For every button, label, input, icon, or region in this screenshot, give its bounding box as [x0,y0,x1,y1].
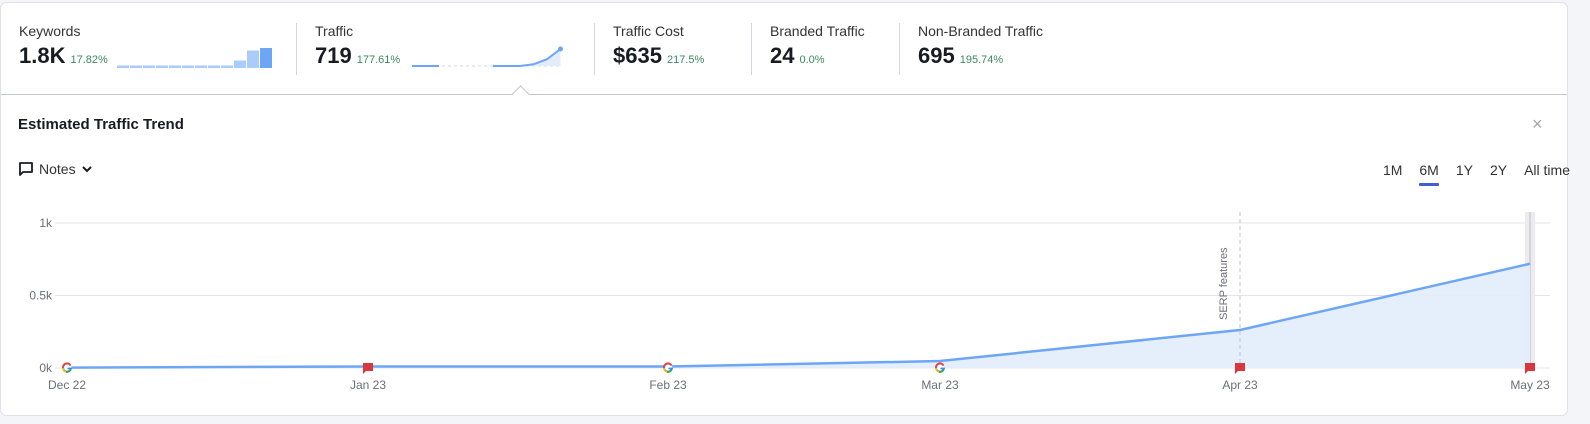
metric-label: Keywords [19,23,81,39]
sparkline-bar [142,65,155,68]
sparkline-bar [129,65,142,68]
y-tick-label: 0k [39,361,53,375]
x-tick-label: Apr 23 [1222,378,1258,392]
traffic-area [67,263,1530,368]
comment-icon [19,162,33,176]
metric-value: 24 [770,43,795,68]
metric-label: Non-Branded Traffic [918,23,1044,39]
sparkline-bar [246,50,259,68]
google-icon[interactable] [663,362,674,373]
close-icon[interactable]: × [1532,114,1543,134]
traffic-trend-chart: 0k 0.5k 1k SERP features Dec 22 Jan 23 Feb 23 M… [29,212,1550,392]
metric-branded-traffic[interactable]: Branded Traffic 24 0.0% [752,23,900,75]
sparkline [412,46,564,67]
y-tick-label: 0.5k [29,289,53,303]
sparkline-bar [194,65,207,68]
sparkline-line [412,48,562,67]
sparkline-bar [220,65,233,68]
google-icon[interactable] [935,362,946,373]
metric-delta: 195.74% [959,54,1004,66]
sparkline-area [493,49,561,66]
metric-traffic-cost[interactable]: Traffic Cost $635 217.5% [595,23,752,75]
flag-icon[interactable] [1235,363,1245,374]
metric-keywords[interactable]: Keywords 1.8K 17.82% [1,23,297,75]
notes-label: Notes [39,161,76,177]
x-tick-label: May 23 [1510,378,1550,392]
metric-delta: 0.0% [799,54,825,66]
sparkline-bar [207,65,220,68]
chevron-down-icon [81,166,92,173]
sparkline-bar [181,65,194,68]
sparkline-bar [116,65,129,68]
annotation-label: SERP features [1218,247,1230,320]
flag-icon[interactable] [363,363,373,374]
notes-dropdown[interactable]: Notes [18,161,93,177]
y-tick-label: 1k [39,216,53,230]
metric-delta: 177.61% [356,54,401,66]
traffic-line [66,262,1531,369]
metric-value: 719 [315,43,352,68]
panel-title: Estimated Traffic Trend [18,116,184,133]
metric-delta: 17.82% [70,54,108,66]
sparkline-bar [233,60,246,68]
x-tick-label: Jan 23 [350,378,386,392]
metric-traffic[interactable]: Traffic 719 177.61% [297,23,595,75]
metric-delta: 217.5% [666,54,705,66]
sparkline-bar [259,48,272,68]
metric-value: 1.8K [19,43,66,68]
range-tab-all-time[interactable]: All time [1524,162,1570,178]
range-tab-6m[interactable]: 6M [1419,162,1440,186]
range-tab-2y[interactable]: 2Y [1489,162,1508,178]
time-range-tabs: 1M 6M 1Y 2Y All time [1382,162,1570,186]
metric-value: 695 [918,43,955,68]
metric-label: Traffic [315,23,354,39]
metric-label: Branded Traffic [770,23,865,39]
range-tab-1y[interactable]: 1Y [1455,162,1473,178]
sparkline-bar [155,65,168,68]
metric-value: $635 [613,43,662,68]
metric-label: Traffic Cost [613,23,684,39]
metric-non-branded-traffic[interactable]: Non-Branded Traffic 695 195.74% [900,23,1100,75]
range-tab-1m[interactable]: 1M [1382,162,1403,178]
x-tick-label: Dec 22 [48,378,86,392]
x-tick-label: Mar 23 [921,378,959,392]
sparkline-bar [168,65,181,68]
google-icon[interactable] [62,362,73,373]
sparkline [116,48,272,68]
metrics-row: Keywords 1.8K 17.82% Traffic 719 177.61% T… [1,3,1567,95]
sparkline-dot [558,46,564,52]
x-tick-label: Feb 23 [649,378,687,392]
flag-icon[interactable] [1525,363,1535,374]
traffic-overview-card: Keywords 1.8K 17.82% Traffic 719 177.61% T… [0,2,1568,416]
